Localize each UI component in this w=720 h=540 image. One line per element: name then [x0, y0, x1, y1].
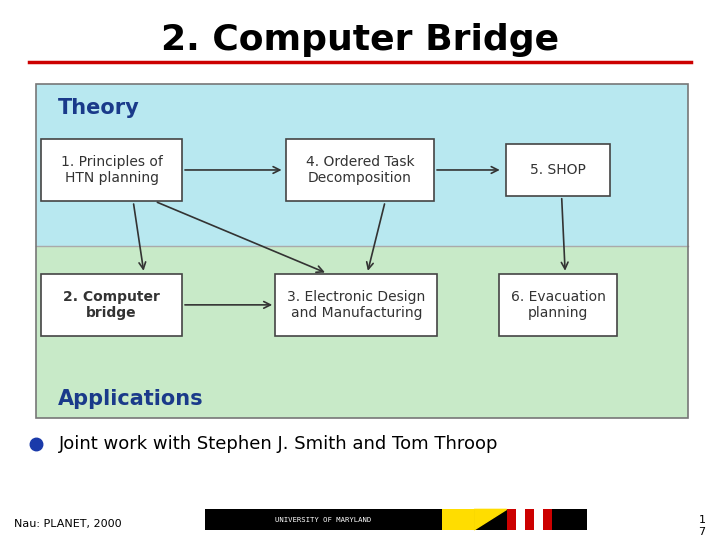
Text: UNIVERSITY OF MARYLAND: UNIVERSITY OF MARYLAND	[275, 517, 372, 523]
Bar	[36, 84, 688, 418]
Bar	[287, 139, 433, 201]
Bar	[498, 274, 618, 336]
Text: 2. Computer
bridge: 2. Computer bridge	[63, 290, 160, 320]
Text: Theory: Theory	[58, 98, 140, 118]
Bar	[534, 509, 544, 530]
Bar	[474, 509, 507, 530]
Bar	[42, 139, 181, 201]
Bar	[507, 509, 552, 530]
Bar	[505, 144, 611, 195]
Text: 1
7: 1 7	[698, 515, 706, 537]
Polygon shape	[474, 509, 507, 530]
Text: 1. Principles of
HTN planning: 1. Principles of HTN planning	[60, 155, 163, 185]
Bar	[442, 509, 474, 530]
Bar	[552, 509, 587, 530]
Bar	[516, 509, 525, 530]
Text: 3. Electronic Design
and Manufacturing: 3. Electronic Design and Manufacturing	[287, 290, 426, 320]
Text: 4. Ordered Task
Decomposition: 4. Ordered Task Decomposition	[306, 155, 414, 185]
Text: 5. SHOP: 5. SHOP	[530, 163, 586, 177]
Text: Applications: Applications	[58, 389, 203, 409]
Text: Nau: PLANET, 2000: Nau: PLANET, 2000	[14, 519, 122, 530]
Bar	[36, 246, 688, 418]
Bar	[275, 274, 438, 336]
Text: Joint work with Stephen J. Smith and Tom Throop: Joint work with Stephen J. Smith and Tom…	[59, 435, 498, 453]
Text: 2. Computer Bridge: 2. Computer Bridge	[161, 23, 559, 57]
Bar	[42, 274, 181, 336]
Bar	[205, 509, 442, 530]
Bar	[36, 84, 688, 246]
Text: 6. Evacuation
planning: 6. Evacuation planning	[510, 290, 606, 320]
